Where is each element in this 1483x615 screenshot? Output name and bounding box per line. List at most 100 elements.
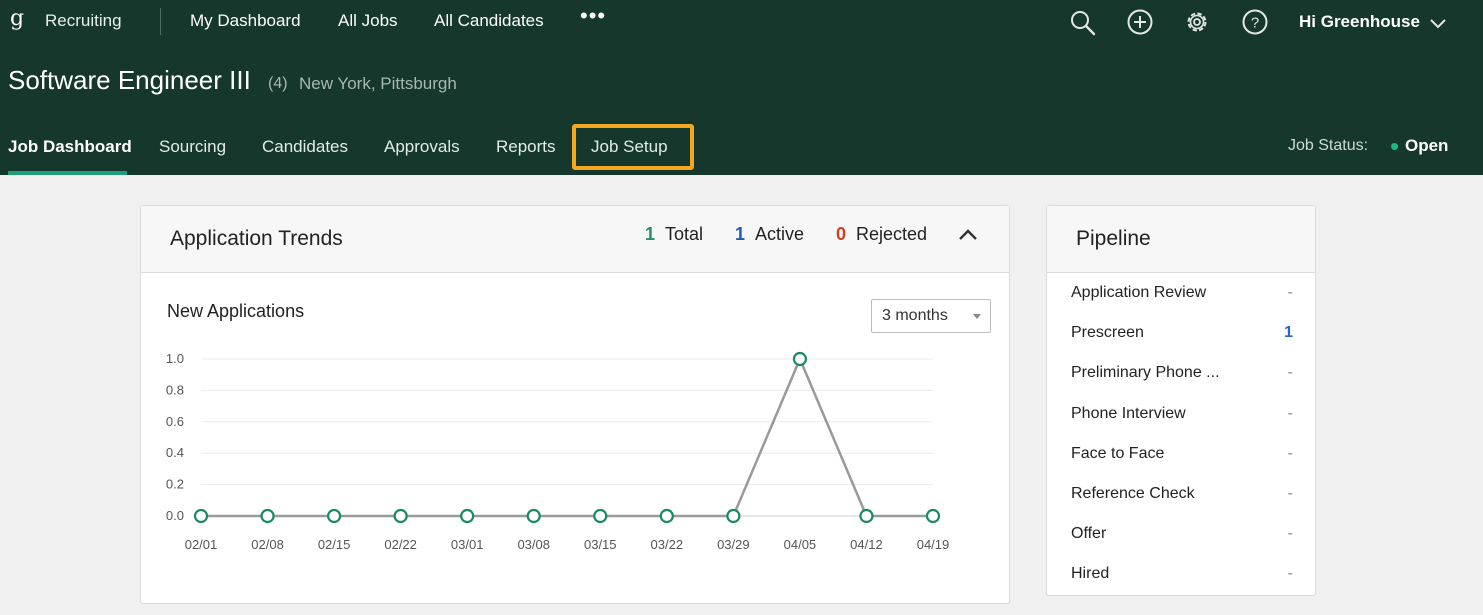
pipeline-stage-row[interactable]: Phone Interview - [1071, 405, 1293, 429]
settings-icon[interactable] [1183, 8, 1211, 36]
svg-text:?: ? [1251, 15, 1259, 32]
greenhouse-logo[interactable]: g [10, 6, 25, 31]
nav-my-dashboard[interactable]: My Dashboard [190, 11, 301, 30]
pipeline-stage-name: Preliminary Phone ... [1071, 364, 1220, 382]
tab-job-setup[interactable]: Job Setup [591, 137, 668, 156]
series-line [201, 355, 933, 518]
x-tick-label: 03/15 [584, 537, 617, 552]
status-dot-icon [1391, 143, 1398, 150]
stat-total: 1 Total [645, 224, 703, 245]
tab-reports[interactable]: Reports [496, 137, 556, 156]
data-point[interactable] [925, 508, 941, 524]
tab-approvals[interactable]: Approvals [384, 137, 460, 156]
data-point[interactable] [193, 508, 209, 524]
brand-label[interactable]: Recruiting [45, 11, 122, 30]
x-tick-label: 04/05 [784, 537, 817, 552]
stat-active: 1 Active [735, 224, 804, 245]
y-tick-label: 1.0 [166, 351, 184, 366]
y-tick-label: 0.2 [166, 477, 184, 492]
trends-card-header: Application Trends 1 Total 1 Active 0 Rejec… [141, 206, 1009, 273]
data-point[interactable] [393, 508, 408, 524]
stat-rejected-label: Rejected [856, 224, 928, 244]
data-point[interactable] [526, 508, 541, 524]
data-point[interactable] [460, 508, 475, 524]
stat-active-value: 1 [735, 224, 746, 244]
pipeline-stage-row[interactable]: Reference Check - [1071, 485, 1293, 509]
pipeline-stage-name: Application Review [1071, 284, 1207, 301]
trends-title: Application Trends [170, 227, 343, 250]
pipeline-stage-row[interactable]: Offer - [1071, 525, 1293, 549]
data-point[interactable] [859, 508, 874, 524]
tab-job-dashboard[interactable]: Job Dashboard [8, 137, 132, 156]
pipeline-stage-name: Phone Interview [1071, 404, 1186, 422]
x-tick-label: 02/22 [384, 537, 417, 552]
pipeline-card-header: Pipeline [1047, 206, 1315, 273]
pipeline-stage-count: - [1287, 485, 1293, 502]
user-greeting[interactable]: Hi Greenhouse [1299, 12, 1420, 31]
pipeline-stage-row[interactable]: Face to Face - [1071, 445, 1293, 469]
more-menu-icon[interactable]: ••• [580, 3, 607, 28]
application-trends-card: Application Trends 1 Total 1 Active 0 Rejec… [140, 205, 1010, 604]
x-tick-label: 03/22 [651, 537, 684, 552]
x-tick-label: 02/01 [185, 537, 218, 552]
pipeline-stage-name: Reference Check [1071, 485, 1195, 502]
pipeline-stage-name: Face to Face [1071, 444, 1165, 462]
nav-divider [160, 8, 161, 35]
pipeline-stage-count: - [1287, 525, 1293, 543]
stat-rejected: 0 Rejected [836, 224, 927, 245]
pipeline-stage-count: - [1287, 565, 1293, 583]
x-tick-label: 03/01 [451, 537, 484, 552]
help-icon[interactable]: ? [1241, 8, 1269, 36]
pipeline-card: Pipeline Application Review - Prescreen 1 Pr… [1046, 205, 1316, 596]
pipeline-stage-row[interactable]: Application Review - [1071, 284, 1293, 308]
y-tick-label: 0.0 [166, 508, 184, 523]
pipeline-stage-count: - [1287, 284, 1293, 301]
tab-sourcing[interactable]: Sourcing [159, 137, 227, 156]
range-select[interactable]: 3 months [871, 299, 991, 333]
pipeline-stage-row[interactable]: Prescreen 1 [1071, 324, 1293, 348]
y-tick-label: 0.8 [166, 382, 184, 397]
job-locations: New York, Pittsburgh [299, 74, 457, 93]
pipeline-stage-row[interactable]: Hired - [1071, 565, 1293, 589]
add-icon[interactable] [1126, 8, 1154, 36]
job-setup-highlight [572, 124, 694, 170]
x-tick-label: 03/29 [717, 537, 750, 552]
data-point[interactable] [593, 508, 608, 524]
search-icon[interactable] [1068, 8, 1096, 36]
job-opening-count: (4) [268, 75, 288, 92]
pipeline-stage-count: - [1287, 444, 1293, 462]
new-applications-chart: 0.0 0.2 0.4 0.6 0.8 1.0 02/01 02/08 02/15 02/22 03… [166, 351, 950, 552]
chevron-down-icon[interactable] [1428, 14, 1448, 34]
job-title: Software Engineer III [8, 65, 251, 95]
pipeline-stage-name: Prescreen [1071, 324, 1144, 342]
stat-rejected-value: 0 [836, 224, 847, 244]
x-tick-label: 02/08 [251, 537, 284, 552]
stat-total-value: 1 [645, 224, 656, 244]
tab-candidates[interactable]: Candidates [262, 137, 349, 156]
pipeline-stage-row[interactable]: Preliminary Phone ... - [1071, 364, 1293, 388]
chevron-up-icon[interactable] [956, 225, 980, 245]
header: g Recruiting My Dashboard All Jobs All C… [0, 0, 1483, 175]
stat-total-label: Total [665, 224, 704, 244]
x-tick-label: 04/19 [917, 537, 950, 552]
y-tick-label: 0.6 [166, 414, 184, 429]
pipeline-stage-count[interactable]: 1 [1284, 324, 1293, 342]
range-select-value: 3 months [882, 307, 948, 324]
pipeline-stage-count: - [1287, 364, 1293, 382]
data-point[interactable] [659, 508, 674, 524]
pipeline-title: Pipeline [1076, 227, 1151, 250]
top-navigation: g Recruiting My Dashboard All Jobs All C… [0, 0, 1483, 44]
nav-all-jobs[interactable]: All Jobs [338, 11, 398, 30]
data-point[interactable] [326, 508, 342, 524]
nav-all-candidates[interactable]: All Candidates [434, 11, 544, 30]
pipeline-stage-name: Hired [1071, 565, 1110, 583]
y-tick-label: 0.4 [166, 445, 184, 460]
data-point[interactable] [792, 351, 808, 367]
stat-active-label: Active [755, 224, 805, 244]
x-tick-label: 02/15 [318, 537, 351, 552]
job-status-label: Job Status: [1288, 137, 1369, 154]
data-point[interactable] [726, 508, 741, 524]
pipeline-stage-count: - [1287, 404, 1293, 422]
job-status-value[interactable]: Open [1405, 136, 1449, 155]
data-point[interactable] [260, 508, 275, 524]
